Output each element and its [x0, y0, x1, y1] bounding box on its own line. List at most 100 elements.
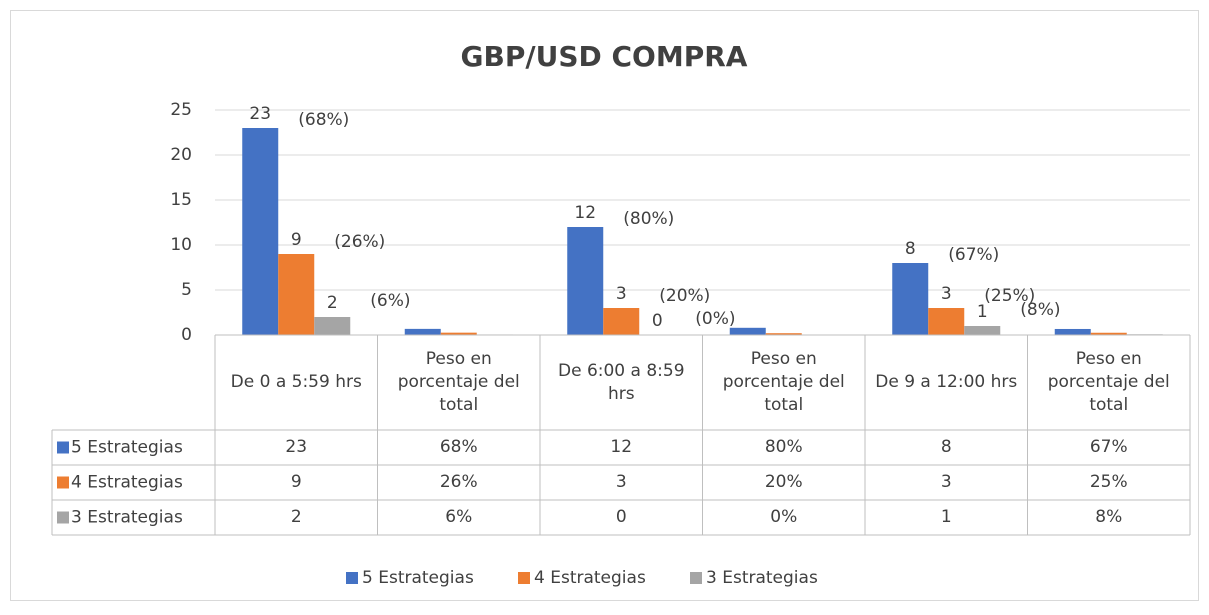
y-tick-label: 5: [181, 280, 192, 300]
table-cell-box: 12: [610, 437, 633, 458]
legend-label: 5 Estrategias: [362, 568, 474, 588]
table-cell: 23: [285, 437, 308, 458]
x-tick-label: Peso en porcentaje del total: [722, 349, 845, 415]
x-tick-label: Peso en porcentaje del total: [1047, 349, 1170, 415]
table-cell-box: 68%: [439, 437, 478, 458]
y-tick-label: 25: [170, 100, 192, 120]
bar: [1054, 328, 1091, 335]
chart-frame: [10, 10, 1199, 601]
table-cell: 3: [940, 472, 952, 493]
table-cell: 0: [615, 507, 627, 528]
table-cell-box: 3: [940, 472, 952, 493]
bar: [1090, 332, 1127, 335]
data-label: 9: [291, 230, 302, 250]
x-tick-label-box: Peso en porcentaje del total: [722, 349, 845, 415]
table-cell: 8%: [1095, 507, 1123, 528]
table-cell: 25%: [1089, 472, 1128, 493]
table-cell-box: 0: [615, 507, 627, 528]
table-cell: 20%: [764, 472, 803, 493]
table-cell: 3: [615, 472, 627, 493]
y-tick-label: 20: [170, 145, 192, 165]
annotation: (80%): [623, 209, 674, 229]
bar: [729, 327, 766, 335]
bar: [892, 263, 929, 335]
annotation: (25%): [984, 286, 1035, 306]
table-cell-box: 80%: [764, 437, 803, 458]
table-cell-box: 3: [615, 472, 627, 493]
annotation: (67%): [948, 245, 999, 265]
data-label: 1: [977, 302, 988, 322]
table-cell: 68%: [439, 437, 478, 458]
bar: [278, 254, 315, 335]
data-label: 3: [616, 284, 627, 304]
table-cell-box: 23: [285, 437, 308, 458]
x-tick-label: De 9 a 12:00 hrs: [875, 372, 1018, 393]
data-label: 2: [327, 293, 338, 313]
annotation: (6%): [370, 291, 410, 311]
x-tick-label: Peso en porcentaje del total: [397, 349, 520, 415]
data-label: 8: [905, 239, 916, 259]
legend-key: [518, 572, 530, 584]
table-cell: 9: [290, 472, 302, 493]
table-cell-box: 8%: [1095, 507, 1123, 528]
table-cell-box: 67%: [1089, 437, 1128, 458]
x-tick-label-box: De 0 a 5:59 hrs: [230, 372, 362, 393]
data-label: 23: [249, 104, 271, 124]
table-cell-box: 1: [940, 507, 952, 528]
y-tick-label: 10: [170, 235, 192, 255]
chart-title: GBP/USD COMPRA: [461, 40, 748, 73]
table-cell: 12: [610, 437, 633, 458]
table-cell-box: 6%: [445, 507, 473, 528]
table-cell-box: 26%: [439, 472, 478, 493]
legend-key: [690, 572, 702, 584]
x-tick-label-box: Peso en porcentaje del total: [397, 349, 520, 415]
table-cell: 6%: [445, 507, 473, 528]
bar: [567, 227, 604, 335]
annotation: (8%): [1020, 300, 1060, 320]
table-cell: 8: [940, 437, 952, 458]
annotation: (68%): [298, 110, 349, 130]
table-cell-box: 9: [290, 472, 302, 493]
table-cell-box: 2: [290, 507, 302, 528]
table-cell: 67%: [1089, 437, 1128, 458]
table-cell-box: 0%: [770, 507, 798, 528]
bar: [314, 317, 351, 335]
x-tick-label: De 0 a 5:59 hrs: [230, 372, 362, 393]
table-row-label: 5 Estrategias: [71, 438, 183, 458]
y-tick-label: 0: [181, 325, 192, 345]
table-row-label: 3 Estrategias: [71, 508, 183, 528]
annotation: (26%): [334, 232, 385, 252]
table-cell-box: 25%: [1089, 472, 1128, 493]
bar: [765, 333, 802, 335]
table-cell: 0%: [770, 507, 798, 528]
table-legend-key: [57, 441, 69, 454]
y-tick-label: 15: [170, 190, 192, 210]
data-label: 12: [574, 203, 596, 223]
table-row-label: 4 Estrategias: [71, 473, 183, 493]
x-tick-label: De 6:00 a 8:59 hrs: [557, 360, 685, 404]
bar: [440, 332, 477, 335]
table-cell: 26%: [439, 472, 478, 493]
bar: [404, 328, 441, 335]
table-cell: 2: [290, 507, 302, 528]
table-cell-box: 8: [940, 437, 952, 458]
x-tick-label-box: Peso en porcentaje del total: [1047, 349, 1170, 415]
bar: [603, 308, 640, 335]
legend-label: 4 Estrategias: [534, 568, 646, 588]
annotation: (0%): [695, 309, 735, 329]
table-legend-key: [57, 511, 69, 524]
legend-key: [346, 572, 358, 584]
table-cell: 1: [940, 507, 952, 528]
x-tick-label-box: De 9 a 12:00 hrs: [875, 372, 1018, 393]
table-cell: 80%: [764, 437, 803, 458]
bar: [964, 326, 1001, 335]
annotation: (20%): [659, 286, 710, 306]
data-label: 0: [652, 311, 663, 331]
table-legend-key: [57, 476, 69, 489]
data-label: 3: [941, 284, 952, 304]
x-tick-label-box: De 6:00 a 8:59 hrs: [557, 360, 685, 404]
legend-label: 3 Estrategias: [706, 568, 818, 588]
table-cell-box: 20%: [764, 472, 803, 493]
bar: [928, 308, 965, 335]
